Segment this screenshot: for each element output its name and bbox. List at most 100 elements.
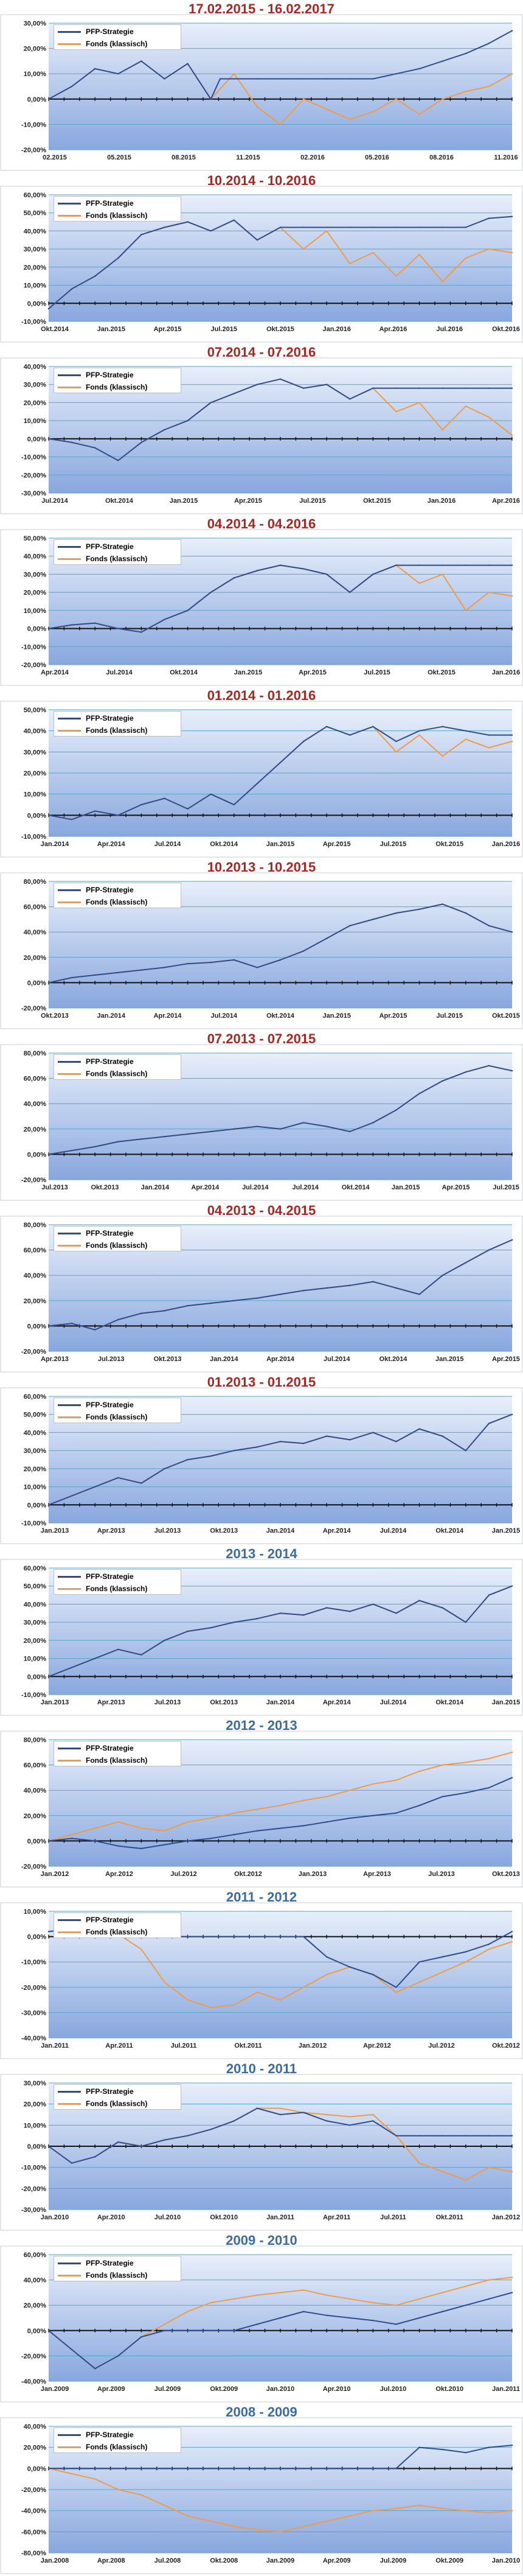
x-tick-label: Jan.2008 [41, 2557, 69, 2564]
data-point [395, 2135, 397, 2137]
y-tick-label: -10,00% [21, 318, 46, 326]
x-tick-label: Jan.2011 [266, 2214, 294, 2221]
data-point [442, 98, 443, 100]
data-point [326, 383, 328, 385]
data-point [302, 1986, 305, 1988]
legend-item-fund: Fonds (klassisch) [58, 1240, 147, 1251]
x-tick-label: Okt.2015 [435, 841, 463, 848]
data-point [511, 434, 513, 436]
data-point [395, 1986, 397, 1988]
data-point [256, 78, 258, 80]
y-tick-label: 20,00% [24, 399, 47, 407]
x-tick-label: Jan.2015 [492, 1527, 520, 1535]
y-tick-label: -20,00% [21, 2353, 46, 2360]
x-tick-label: Jan.2014 [266, 1699, 295, 1706]
y-tick-label: 40,00% [24, 1429, 47, 1437]
data-point [442, 1956, 443, 1958]
y-tick-label: -30,00% [21, 2207, 46, 2214]
data-point [372, 1432, 374, 1433]
data-point [164, 1830, 165, 1832]
legend-swatch [58, 1232, 81, 1234]
data-point [71, 1667, 73, 1668]
legend-swatch [58, 1073, 81, 1075]
x-tick-label: Apr.2015 [323, 841, 351, 848]
data-point [117, 814, 119, 816]
data-point [511, 2277, 513, 2278]
data-point [372, 1281, 374, 1283]
legend-label: PFP-Strategie [86, 27, 134, 36]
chart-title: 07.2014 - 07.2016 [207, 345, 316, 360]
data-point [488, 1943, 490, 1945]
y-tick-label: 40,00% [24, 553, 47, 561]
legend-label: PFP-Strategie [86, 1744, 134, 1752]
data-point [256, 967, 258, 968]
data-point [418, 1770, 420, 1773]
legend-label: Fonds (klassisch) [86, 2099, 148, 2108]
legend-label: PFP-Strategie [86, 1916, 134, 1924]
legend-swatch [58, 2274, 81, 2277]
data-point [511, 251, 513, 254]
data-point [372, 573, 374, 575]
x-tick-label: Jan.2015 [170, 497, 198, 505]
legend-label: Fonds (klassisch) [86, 2443, 148, 2451]
legend-item-fund: Fonds (klassisch) [58, 38, 147, 49]
data-point [488, 2135, 490, 2137]
x-tick-label: Apr.2015 [234, 497, 262, 505]
data-point [395, 73, 397, 75]
data-point [164, 1310, 165, 1312]
legend: PFP-Strategie Fonds (klassisch) [54, 539, 181, 565]
legend-label: Fonds (klassisch) [86, 726, 148, 735]
data-point [488, 43, 490, 44]
data-point [418, 564, 420, 566]
data-point [164, 1844, 165, 1846]
data-point [488, 1594, 490, 1596]
data-point [395, 751, 397, 753]
data-point [488, 2298, 490, 2300]
data-point [256, 1936, 258, 1937]
legend-swatch [58, 30, 81, 33]
data-point [511, 1751, 513, 1753]
chart-panel: 60,00% 50,00% 40,00% 30,00% 20,00% 10,00% 0,00… [0, 1373, 523, 1545]
data-point [94, 1146, 96, 1148]
x-tick-label: 11.2016 [494, 154, 518, 161]
data-point [302, 2311, 305, 2312]
data-point [94, 68, 96, 70]
data-point [94, 2478, 96, 2480]
data-point [511, 595, 513, 597]
y-tick-label: 40,00% [24, 228, 47, 235]
x-tick-label: Jul.2015 [493, 1184, 519, 1191]
y-tick-label: 0,00% [27, 1934, 46, 1941]
x-tick-label: Jan.2015 [435, 1356, 463, 1363]
data-point [187, 808, 189, 810]
data-point [302, 950, 305, 952]
legend-swatch [58, 1759, 81, 1762]
data-point [326, 2113, 328, 2116]
chart-panel: 50,00% 40,00% 30,00% 20,00% 10,00% 0,00% -10,0… [0, 515, 523, 687]
x-tick-label: Okt.2014 [342, 1184, 370, 1191]
y-tick-label: 20,00% [24, 1466, 47, 1473]
data-point [395, 98, 397, 100]
legend-label: PFP-Strategie [86, 1401, 134, 1409]
data-point [164, 967, 165, 968]
data-point [488, 387, 490, 389]
legend-swatch [58, 889, 81, 891]
data-point [442, 903, 443, 905]
x-tick-label: Jan.2016 [492, 669, 520, 676]
data-point [256, 1125, 258, 1127]
data-point [488, 2166, 490, 2168]
data-point [187, 963, 189, 965]
y-tick-label: 80,00% [24, 1737, 47, 1744]
chart-panel: 80,00% 60,00% 40,00% 20,00% 0,00% -20,00% Apr.… [0, 1202, 523, 1373]
data-point [326, 1821, 328, 1823]
data-point [395, 1779, 397, 1781]
data-point [349, 1611, 351, 1612]
x-tick-label: Okt.2013 [41, 1012, 69, 1020]
y-tick-label: 10,00% [24, 1908, 47, 1916]
data-point [465, 52, 466, 55]
data-point [488, 416, 490, 418]
legend-item-strategy: PFP-Strategie [58, 1571, 134, 1582]
y-tick-label: 0,00% [27, 979, 46, 987]
data-point [233, 959, 235, 961]
legend-swatch [58, 2446, 81, 2448]
data-point [442, 281, 443, 282]
